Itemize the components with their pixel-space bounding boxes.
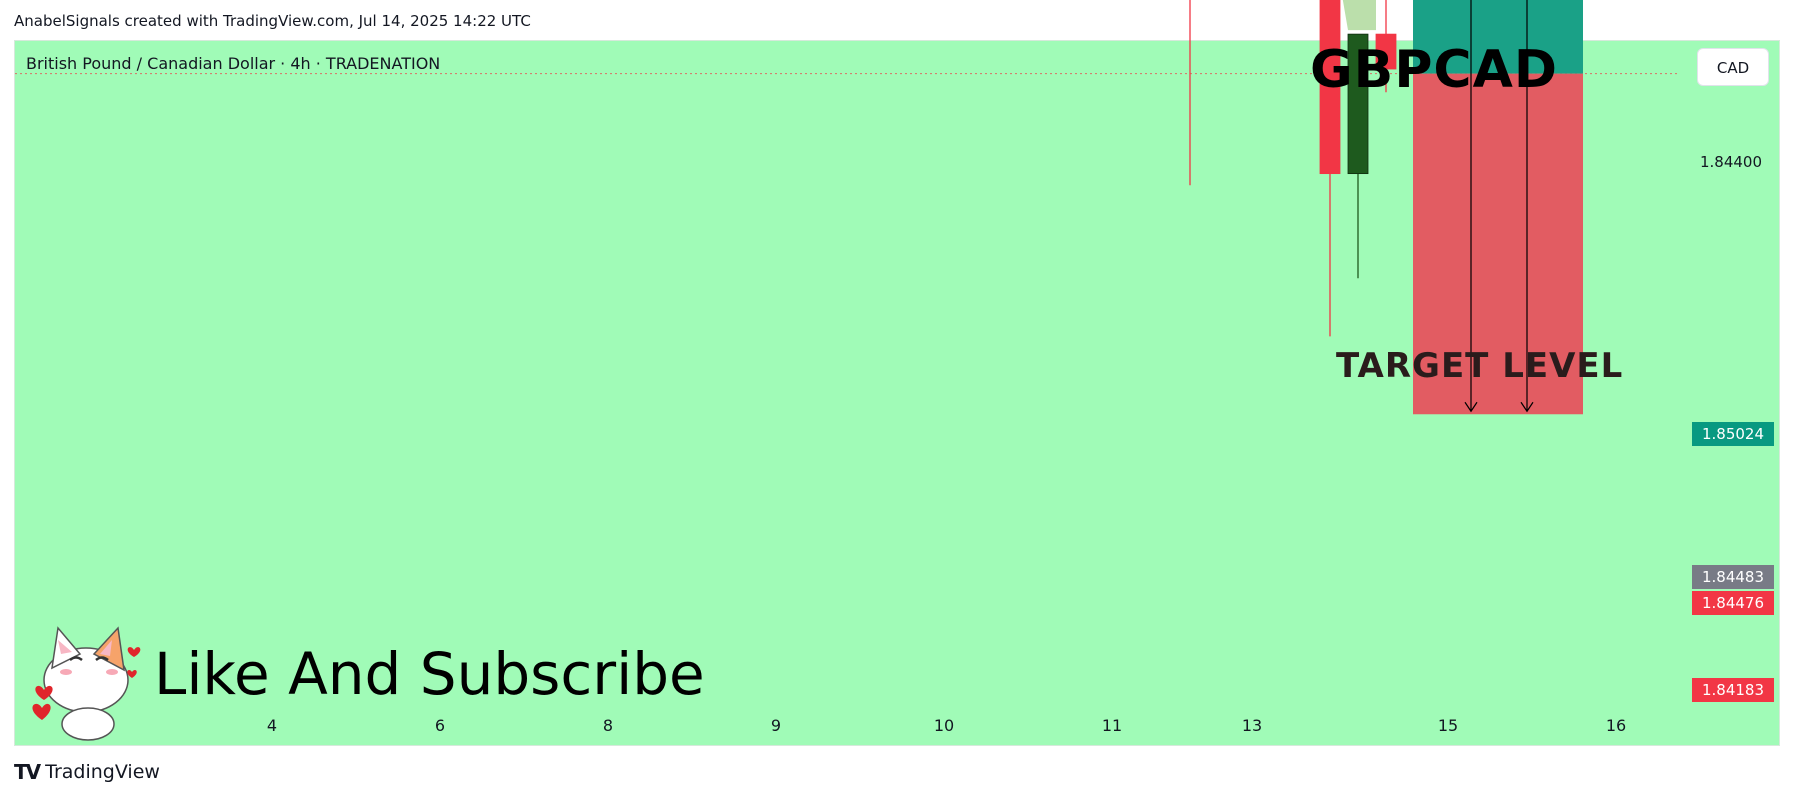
target-level-label: TARGET LEVEL — [1336, 346, 1624, 386]
time-tick-label: 6 — [435, 716, 445, 735]
position-arrow-head-down — [1520, 401, 1534, 413]
chart-attribution: AnabelSignals created with TradingView.c… — [14, 12, 531, 30]
symbol-title: GBPCAD — [1310, 40, 1558, 100]
time-tick-label: 15 — [1438, 716, 1458, 735]
time-tick-label: 8 — [603, 716, 613, 735]
time-tick-label: 4 — [267, 716, 277, 735]
target-price-tag: 1.85024 — [1692, 422, 1774, 446]
current-price-tag: 1.84476 — [1692, 591, 1774, 615]
candles-layer — [1189, 0, 1397, 337]
stop-price-tag: 1.84183 — [1692, 678, 1774, 702]
long-position-tool — [1413, 0, 1583, 415]
cat-mascot-icon — [32, 626, 141, 741]
price-axis: 1.844001.846001.848001.850001.852001.854… — [1700, 153, 1762, 171]
time-axis: 346891011131516 — [99, 716, 1626, 735]
position-arrow-head-down — [1464, 401, 1478, 413]
candle-body — [1319, 0, 1341, 175]
tradingview-brand-label: TradingView — [45, 761, 160, 783]
time-tick-label: 16 — [1606, 716, 1626, 735]
time-tick-label: 11 — [1102, 716, 1122, 735]
time-tick-label: 13 — [1242, 716, 1262, 735]
profit-zone-rect — [1413, 0, 1583, 74]
loss-zone-rect — [1413, 73, 1583, 415]
time-tick-label: 9 — [771, 716, 781, 735]
ma-shade-area — [1342, 0, 1376, 31]
ma-shade-layer — [1342, 0, 1376, 31]
symbol-description: British Pound / Canadian Dollar · 4h · T… — [26, 54, 441, 73]
currency-button[interactable]: CAD — [1697, 48, 1769, 86]
like-subscribe-text: Like And Subscribe — [154, 640, 705, 708]
time-tick-label: 10 — [934, 716, 954, 735]
candle-body — [1347, 33, 1369, 175]
tradingview-brand[interactable]: TV TradingView — [14, 760, 160, 784]
tradingview-logo-icon: TV — [14, 760, 41, 784]
last-close-price-tag: 1.84483 — [1692, 565, 1774, 589]
candle-body — [1375, 33, 1397, 70]
price-tick-label: 1.84400 — [1700, 153, 1762, 171]
